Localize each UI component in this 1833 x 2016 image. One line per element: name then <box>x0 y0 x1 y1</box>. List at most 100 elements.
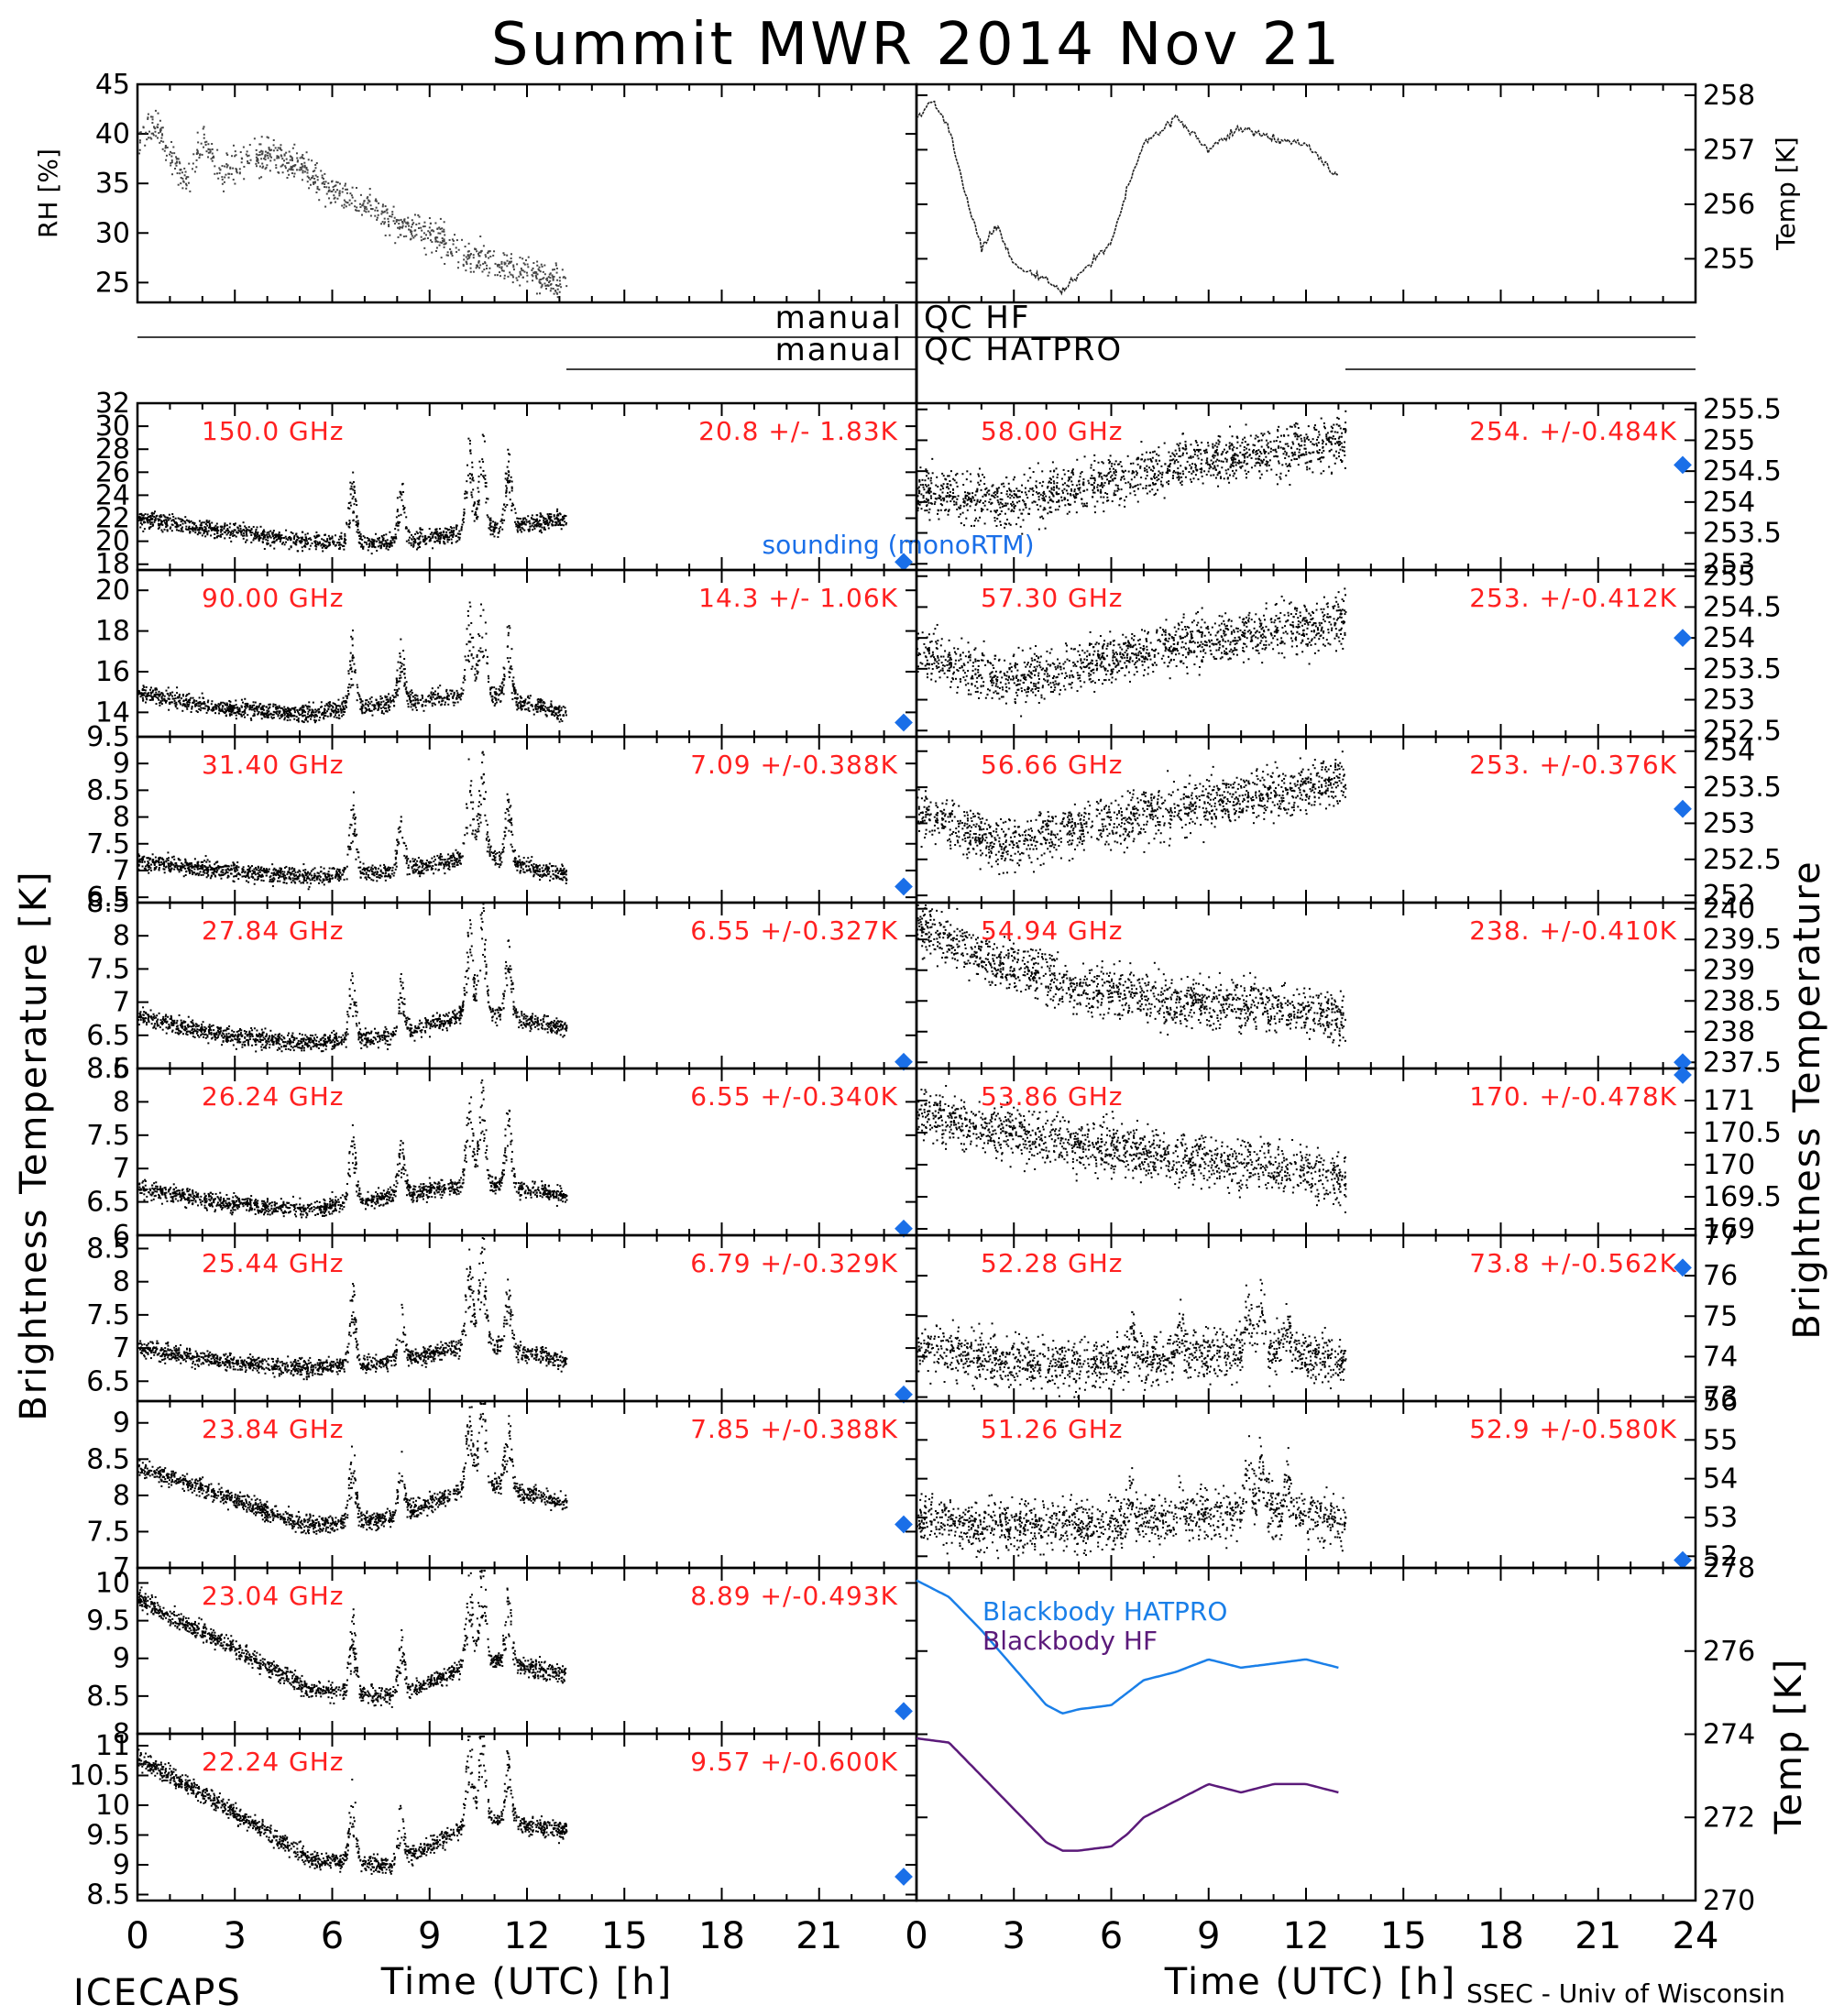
rh-point <box>148 137 150 139</box>
panel-31-40-GHz-point <box>439 855 442 858</box>
panel-90-00-GHz-point <box>364 703 367 706</box>
panel-90-00-GHz-point <box>256 709 258 712</box>
panel-31-40-GHz-point <box>284 876 287 879</box>
rh-point <box>221 176 224 179</box>
panel-90-00-GHz-point <box>361 711 364 714</box>
panel-90-00-GHz-point <box>360 706 363 708</box>
panel-31-40-GHz-point <box>482 797 485 800</box>
panel-150-0-GHz-point <box>534 519 537 521</box>
panel-150-0-GHz-point <box>238 524 241 527</box>
panel-150-0-GHz-point <box>439 538 442 541</box>
panel-90-00-GHz-point <box>544 710 547 713</box>
panel-90-00-GHz-point <box>420 698 423 701</box>
panel-150-0-GHz-point <box>290 537 292 540</box>
panel-150-0-GHz-point <box>456 525 458 528</box>
panel-90-00-GHz-point <box>283 713 286 716</box>
rh-point <box>363 205 366 208</box>
panel-90-00-GHz-point <box>184 705 187 707</box>
panel-90-00-GHz-point <box>469 605 472 608</box>
panel-90-00-GHz-point <box>500 690 503 693</box>
panel-31-40-GHz-point <box>384 874 387 877</box>
panel-90-00-GHz-point <box>215 704 218 707</box>
panel-90-00-GHz-point <box>215 707 218 709</box>
panel-31-40-GHz-point <box>514 861 517 864</box>
panel-150-0-GHz-point <box>209 523 212 526</box>
panel-90-00-GHz-point <box>365 707 368 710</box>
rh-point <box>482 262 485 265</box>
rh-point <box>228 172 231 175</box>
panel-31-40-GHz-point <box>322 880 324 882</box>
panel-90-00-GHz-point <box>412 696 415 698</box>
panel-90-00-GHz-point <box>516 705 519 707</box>
panel-90-00-GHz-point <box>188 701 191 704</box>
panel-90-00-GHz-point <box>379 707 382 709</box>
panel-90-00-GHz-point <box>218 707 221 709</box>
rh-point <box>515 277 518 279</box>
panel-31-40-GHz-point <box>317 872 320 875</box>
panel-150-0-GHz-point <box>352 488 355 491</box>
panel-90-00-GHz-point <box>413 696 416 699</box>
panel-90-00-GHz-point <box>466 628 468 630</box>
panel-150-0-GHz-sounding-marker <box>895 553 913 572</box>
rh-point <box>273 159 276 161</box>
panel-31-40-GHz-point <box>365 878 368 881</box>
panel-150-0-GHz-point <box>279 540 281 542</box>
rh-point <box>261 162 264 165</box>
panel-90-00-GHz-point <box>154 688 157 691</box>
rh-point <box>467 242 470 245</box>
panel-150-0-GHz-point <box>555 516 558 519</box>
rh-point <box>544 288 547 290</box>
panel-31-40-GHz-point <box>262 867 265 870</box>
panel-90-00-GHz-point <box>539 707 542 709</box>
panel-150-0-GHz-point <box>337 541 340 543</box>
panel-150-0-GHz-point <box>444 542 446 545</box>
panel-150-0-GHz-point <box>265 538 268 541</box>
panel-150-0-GHz-point <box>429 539 432 542</box>
panel-90-00-GHz-point <box>445 696 448 699</box>
panel-31-40-GHz-point <box>203 860 206 862</box>
panel-90-00-GHz-point <box>521 705 524 707</box>
rh-point <box>485 256 488 258</box>
panel-90-00-GHz-point <box>325 704 328 707</box>
panel-150-0-GHz-point <box>418 542 421 545</box>
panel-90-00-GHz-point <box>262 708 265 711</box>
rh-point <box>324 181 327 183</box>
panel-150-0-GHz-point <box>510 505 513 508</box>
panel-150-0-GHz-point <box>289 537 291 540</box>
panel-90-00-GHz-point <box>305 718 308 721</box>
panel-31-40-GHz-point <box>484 791 487 794</box>
rh-point <box>423 247 426 249</box>
panel-31-40-GHz-point <box>554 865 557 868</box>
rh-point <box>435 240 438 243</box>
panel-90-00-GHz-point <box>416 697 419 700</box>
panel-90-00-GHz-point <box>143 694 146 696</box>
rh-point <box>258 161 260 164</box>
panel-90-00-GHz-point <box>314 714 317 717</box>
rh-point <box>267 137 269 139</box>
panel-90-00-GHz-point <box>383 707 386 710</box>
rh-point <box>170 159 173 162</box>
panel-90-00-GHz-point <box>385 707 388 709</box>
rh-point <box>224 176 226 179</box>
panel-90-00-GHz-point <box>160 696 163 698</box>
panel-150-0-GHz-point <box>323 545 325 548</box>
rh-point <box>468 256 471 258</box>
panel-150-0-GHz-point <box>306 532 309 535</box>
panel-31-40-GHz-point <box>291 877 294 880</box>
panel-90-00-GHz-point <box>185 695 188 697</box>
panel-150-0-GHz-point <box>246 530 248 532</box>
panel-90-00-GHz-point <box>155 696 158 698</box>
panel-90-00-GHz-point <box>508 625 510 628</box>
panel-90-00-GHz-point <box>304 704 307 707</box>
panel-90-00-GHz-point <box>344 702 346 705</box>
panel-90-00-GHz-point <box>275 707 278 710</box>
panel-90-00-GHz-point <box>145 696 148 698</box>
panel-150-0-GHz-point <box>307 538 310 541</box>
rh-point <box>455 247 457 249</box>
rh-point <box>461 238 464 241</box>
rh-point <box>299 166 302 169</box>
panel-90-00-GHz-point <box>178 695 181 697</box>
panel-31-40-GHz-point <box>520 863 522 866</box>
panel-31-40-GHz-point <box>530 871 532 873</box>
panel-90-00-GHz-point <box>312 701 314 704</box>
